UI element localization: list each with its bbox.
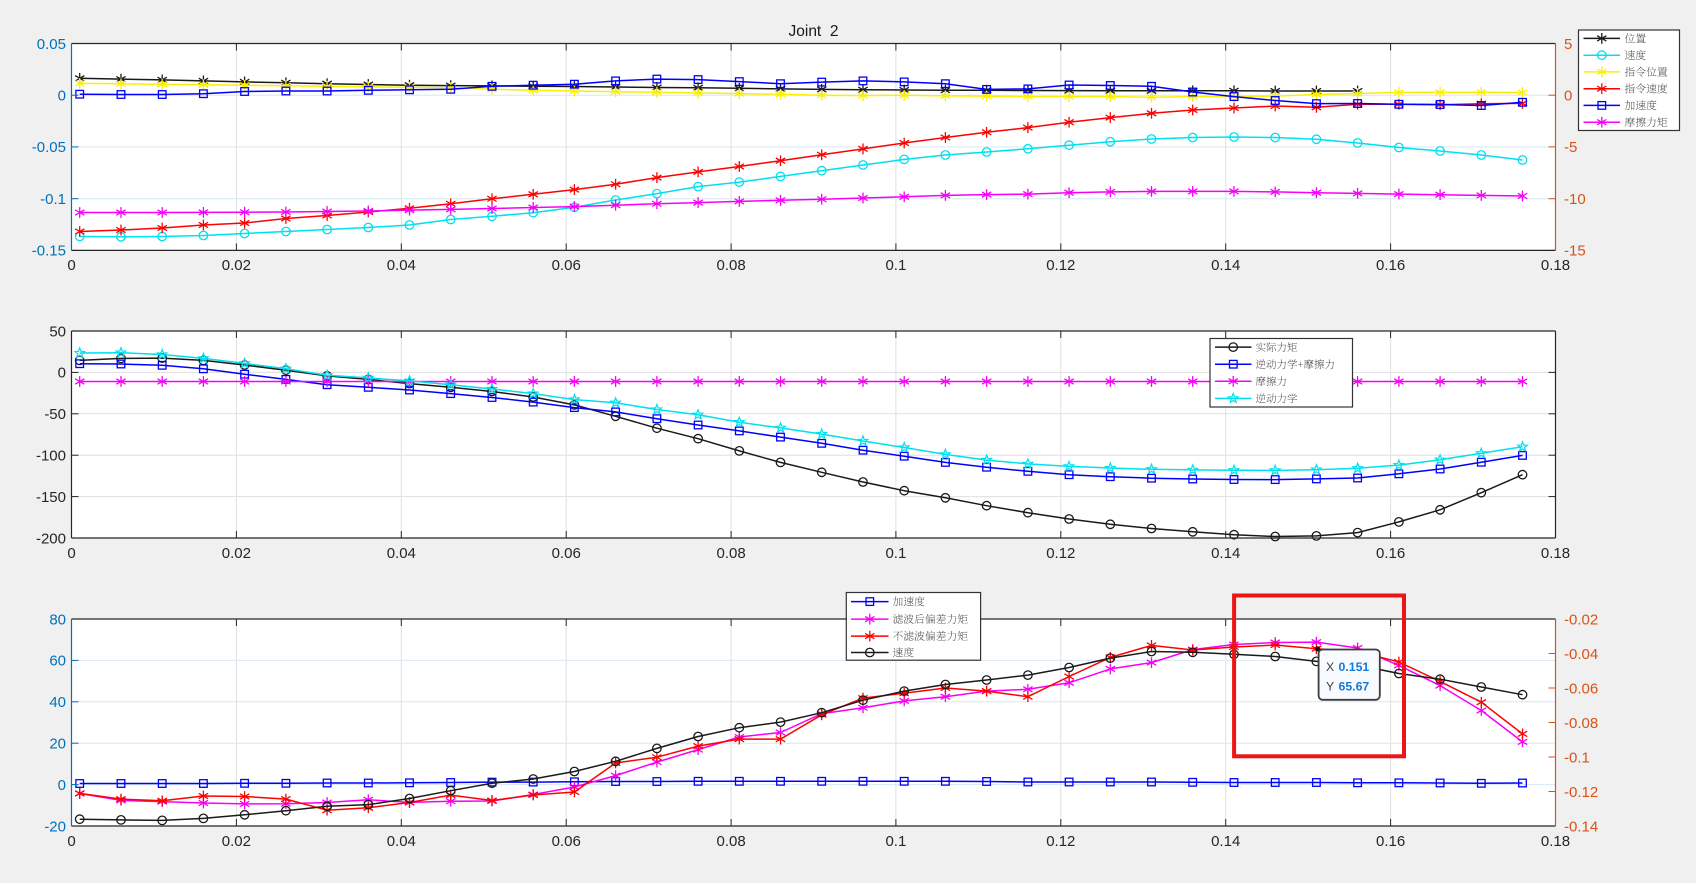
svg-text:0.16: 0.16 xyxy=(1376,257,1405,274)
svg-text:0.08: 0.08 xyxy=(716,545,745,562)
svg-text:0.1: 0.1 xyxy=(885,545,906,562)
svg-text:-0.12: -0.12 xyxy=(1564,784,1598,801)
svg-text:-0.1: -0.1 xyxy=(1564,749,1590,766)
svg-text:0.04: 0.04 xyxy=(387,545,416,562)
svg-text:0.05: 0.05 xyxy=(37,36,66,53)
svg-text:X: X xyxy=(1326,660,1334,674)
svg-text:0.18: 0.18 xyxy=(1541,545,1570,562)
svg-text:0.04: 0.04 xyxy=(387,257,416,274)
svg-text:65.67: 65.67 xyxy=(1339,679,1370,693)
svg-text:-0.02: -0.02 xyxy=(1564,611,1598,628)
svg-text:Joint 2: Joint 2 xyxy=(789,23,839,40)
svg-text:0: 0 xyxy=(67,257,75,274)
svg-text:-0.1: -0.1 xyxy=(40,191,66,208)
svg-text:0.1: 0.1 xyxy=(885,257,906,274)
svg-text:0.151: 0.151 xyxy=(1339,660,1370,674)
svg-text:0.14: 0.14 xyxy=(1211,833,1240,850)
svg-text:0: 0 xyxy=(58,88,66,105)
svg-text:-0.14: -0.14 xyxy=(1564,818,1598,835)
svg-text:0.06: 0.06 xyxy=(552,545,581,562)
svg-text:-0.04: -0.04 xyxy=(1564,646,1598,663)
svg-text:5: 5 xyxy=(1564,36,1572,53)
svg-text:0.18: 0.18 xyxy=(1541,257,1570,274)
svg-text:0.1: 0.1 xyxy=(885,833,906,850)
svg-text:60: 60 xyxy=(49,653,66,670)
svg-text:0.04: 0.04 xyxy=(387,833,416,850)
svg-text:-50: -50 xyxy=(44,406,66,423)
svg-text:0: 0 xyxy=(1564,88,1572,105)
svg-text:-0.06: -0.06 xyxy=(1564,680,1598,697)
svg-text:0: 0 xyxy=(67,545,75,562)
svg-text:Y: Y xyxy=(1326,679,1334,693)
svg-text:80: 80 xyxy=(49,611,66,628)
svg-text:40: 40 xyxy=(49,694,66,711)
svg-text:0.16: 0.16 xyxy=(1376,833,1405,850)
svg-text:-15: -15 xyxy=(1564,243,1586,260)
svg-text:0.12: 0.12 xyxy=(1046,257,1075,274)
svg-text:50: 50 xyxy=(49,323,66,340)
svg-text:-0.15: -0.15 xyxy=(32,243,66,260)
svg-text:0.16: 0.16 xyxy=(1376,545,1405,562)
svg-text:-5: -5 xyxy=(1564,139,1577,156)
svg-text:0.02: 0.02 xyxy=(222,257,251,274)
svg-text:-100: -100 xyxy=(36,448,66,465)
svg-text:0.12: 0.12 xyxy=(1046,545,1075,562)
svg-text:0.18: 0.18 xyxy=(1541,833,1570,850)
svg-text:0.08: 0.08 xyxy=(716,833,745,850)
svg-text:0: 0 xyxy=(58,777,66,794)
svg-text:0.06: 0.06 xyxy=(552,833,581,850)
svg-text:0.14: 0.14 xyxy=(1211,257,1240,274)
svg-text:-0.05: -0.05 xyxy=(32,139,66,156)
svg-text:20: 20 xyxy=(49,736,66,753)
svg-text:0.02: 0.02 xyxy=(222,833,251,850)
svg-text:0.06: 0.06 xyxy=(552,257,581,274)
svg-text:0.08: 0.08 xyxy=(716,257,745,274)
svg-text:0.02: 0.02 xyxy=(222,545,251,562)
svg-text:-200: -200 xyxy=(36,530,66,547)
svg-text:-10: -10 xyxy=(1564,191,1586,208)
svg-text:0.12: 0.12 xyxy=(1046,833,1075,850)
svg-text:-0.08: -0.08 xyxy=(1564,715,1598,732)
svg-text:0: 0 xyxy=(58,365,66,382)
svg-text:0.14: 0.14 xyxy=(1211,545,1240,562)
svg-text:-20: -20 xyxy=(44,818,66,835)
svg-text:-150: -150 xyxy=(36,489,66,506)
svg-text:0: 0 xyxy=(67,833,75,850)
